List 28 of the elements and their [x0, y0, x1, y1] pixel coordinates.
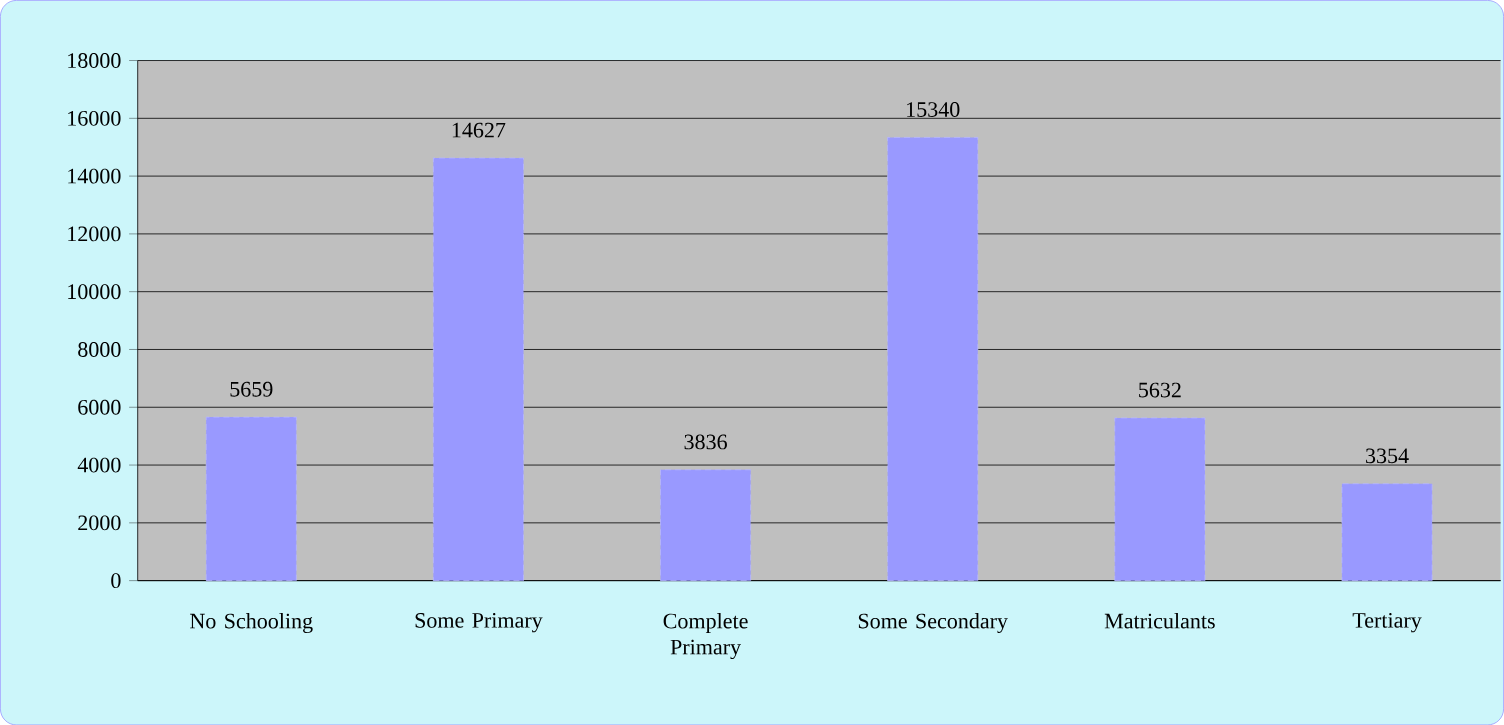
bar — [887, 136, 979, 581]
bar — [205, 416, 297, 581]
y-tick-label: 0 — [111, 573, 121, 588]
y-tick-label: 12000 — [68, 226, 121, 242]
y-tick-label: 8000 — [78, 341, 121, 357]
data-label: 5659 — [230, 381, 273, 397]
bar — [432, 157, 524, 581]
data-label: 15340 — [907, 101, 960, 117]
x-tick-label: No Schooling — [190, 612, 313, 633]
bar — [1341, 483, 1433, 581]
x-tick-label: Tertiary — [1352, 612, 1422, 633]
y-tick-label: 4000 — [77, 457, 121, 473]
y-tick-label: 16000 — [68, 110, 121, 126]
bar — [660, 469, 752, 581]
data-label: 3354 — [1366, 448, 1409, 464]
x-tick-label: Some Primary — [415, 612, 543, 633]
y-tick-label: 18000 — [68, 52, 121, 68]
data-label: 14627 — [452, 122, 506, 138]
data-label: 5632 — [1139, 382, 1181, 398]
y-tick-label: 10000 — [68, 284, 121, 299]
x-tick-label: Some Secondary — [858, 612, 1008, 633]
y-tick-label: 14000 — [68, 168, 121, 184]
x-tick-label: Matriculants — [1104, 612, 1215, 629]
data-label: 3836 — [684, 434, 727, 450]
y-tick-label: 2000 — [78, 515, 121, 531]
x-tick-label: Complete Primary — [663, 612, 748, 659]
y-tick-label: 6000 — [78, 399, 121, 415]
bar — [1114, 417, 1206, 581]
